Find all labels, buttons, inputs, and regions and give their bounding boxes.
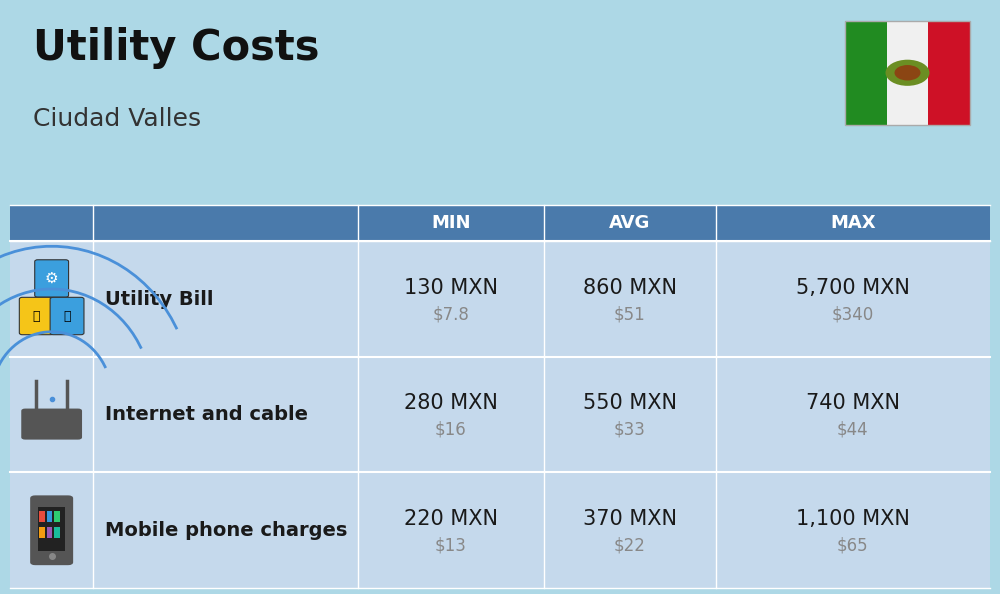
Text: Mobile phone charges: Mobile phone charges	[105, 521, 348, 540]
FancyBboxPatch shape	[19, 298, 53, 334]
Text: $51: $51	[614, 305, 646, 323]
Text: $65: $65	[837, 536, 869, 554]
Text: Internet and cable: Internet and cable	[105, 405, 308, 424]
Text: 860 MXN: 860 MXN	[583, 277, 677, 298]
Text: MAX: MAX	[830, 214, 876, 232]
Bar	[10, 241, 990, 357]
Bar	[54, 527, 60, 538]
FancyBboxPatch shape	[50, 298, 84, 334]
FancyBboxPatch shape	[35, 260, 69, 297]
Text: $13: $13	[435, 536, 467, 554]
Bar	[845, 21, 887, 125]
Bar	[39, 511, 45, 522]
Text: AVG: AVG	[609, 214, 651, 232]
Bar	[928, 21, 970, 125]
FancyBboxPatch shape	[21, 409, 82, 440]
Bar	[47, 527, 52, 538]
Bar	[54, 511, 60, 522]
Text: 370 MXN: 370 MXN	[583, 508, 677, 529]
Text: 💧: 💧	[63, 309, 71, 323]
Text: 740 MXN: 740 MXN	[806, 393, 900, 413]
Text: 280 MXN: 280 MXN	[404, 393, 498, 413]
Text: $7.8: $7.8	[433, 305, 469, 323]
Circle shape	[886, 60, 930, 86]
Text: $33: $33	[614, 421, 646, 439]
Text: ⚙: ⚙	[45, 271, 58, 286]
Text: 🔌: 🔌	[33, 309, 40, 323]
Bar	[10, 357, 990, 472]
Bar	[47, 511, 52, 522]
Text: Utility Bill: Utility Bill	[105, 290, 214, 309]
FancyBboxPatch shape	[30, 495, 73, 565]
Text: $22: $22	[614, 536, 646, 554]
Bar	[10, 472, 990, 588]
Text: Ciudad Valles: Ciudad Valles	[33, 107, 201, 131]
Text: MIN: MIN	[431, 214, 471, 232]
Text: Utility Costs: Utility Costs	[33, 27, 320, 69]
Text: 1,100 MXN: 1,100 MXN	[796, 508, 910, 529]
Text: 220 MXN: 220 MXN	[404, 508, 498, 529]
Circle shape	[895, 65, 920, 80]
Text: 5,700 MXN: 5,700 MXN	[796, 277, 910, 298]
Text: 130 MXN: 130 MXN	[404, 277, 498, 298]
Bar	[10, 205, 990, 241]
Text: $340: $340	[832, 305, 874, 323]
Bar	[38, 507, 65, 551]
Bar	[39, 527, 45, 538]
Text: $44: $44	[837, 421, 869, 439]
Bar	[887, 21, 928, 125]
Text: $16: $16	[435, 421, 467, 439]
Text: 550 MXN: 550 MXN	[583, 393, 677, 413]
Bar	[845, 21, 970, 125]
